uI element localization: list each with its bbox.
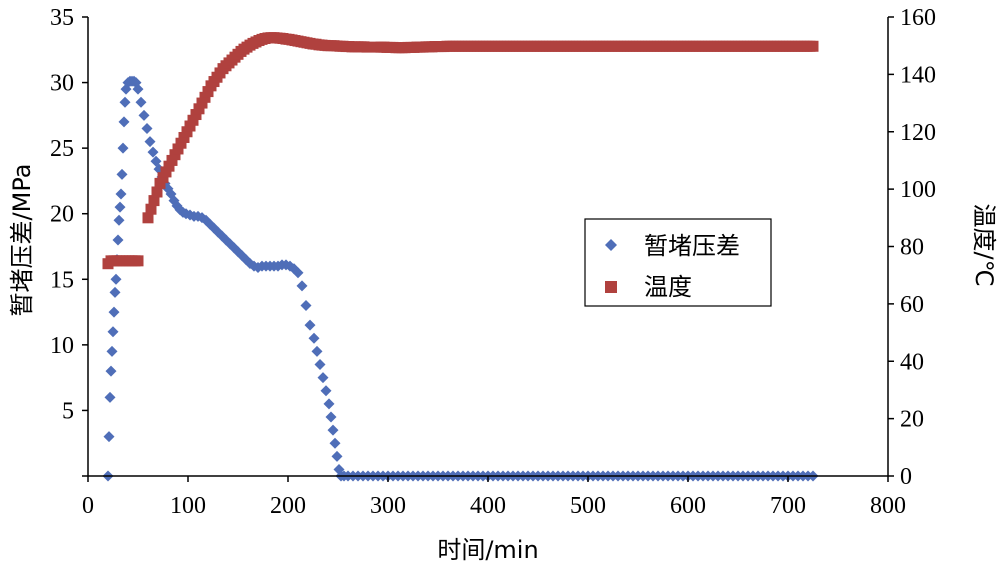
pressure-point [108, 306, 120, 318]
temperature-point [184, 120, 196, 132]
pressure-point [138, 109, 150, 121]
y2-tick-label: 160 [900, 5, 936, 31]
x-tick-label: 0 [82, 493, 94, 519]
temperature-point [154, 177, 166, 189]
y-tick-label: 25 [50, 136, 74, 162]
x-tick-label: 100 [170, 493, 206, 519]
temperature-point [187, 114, 199, 126]
y-tick-label: 20 [50, 202, 74, 228]
y-tick-label: 30 [50, 71, 74, 97]
pressure-point [147, 146, 159, 158]
y2-tick-label: 60 [900, 292, 924, 318]
legend-marker-temperature [605, 281, 617, 293]
temperature-point [361, 41, 373, 53]
pressure-series [102, 75, 819, 482]
y-tick-label: 5 [62, 398, 74, 424]
pressure-point [114, 201, 126, 213]
pressure-point [323, 398, 335, 410]
y2-tick-label: 100 [900, 177, 936, 203]
temperature-point [166, 154, 178, 166]
pressure-point [110, 273, 122, 285]
x-tick-label: 800 [870, 493, 906, 519]
tick-labels: 0 100 200 300 400 500 600 700 800 5 10 15 20 25 30 35 0 2… [50, 5, 936, 519]
temperature-point [132, 255, 144, 267]
temperature-point [172, 143, 184, 155]
pressure-point [314, 359, 326, 371]
pressure-point [311, 345, 323, 357]
x-tick-label: 400 [470, 493, 506, 519]
temperature-series [102, 32, 819, 270]
temperature-point [157, 172, 169, 184]
x-tick-label: 600 [670, 493, 706, 519]
legend-marker-pressure [605, 239, 617, 251]
y2-tick-label: 120 [900, 120, 936, 146]
legend-label-pressure: 暂堵压差 [644, 232, 740, 260]
pressure-point [296, 280, 308, 292]
y-axis-label: 暂堵压差/MPa [8, 164, 36, 317]
temperature-point [145, 203, 157, 215]
pressure-point [118, 116, 130, 128]
temperature-point [142, 212, 154, 224]
y2-tick-label: 0 [900, 464, 912, 490]
y-tick-label: 10 [50, 333, 74, 359]
pressure-point [113, 214, 125, 226]
pressure-point [119, 96, 131, 108]
temperature-point [151, 186, 163, 198]
legend-label-temperature: 温度 [644, 273, 692, 301]
pressure-point [116, 168, 128, 180]
temperature-point [148, 195, 160, 207]
pressure-point [109, 286, 121, 298]
temperature-point [196, 97, 208, 109]
x-tick-label: 700 [770, 493, 806, 519]
pressure-point [144, 136, 156, 148]
pressure-point [117, 142, 129, 154]
pressure-point [300, 300, 312, 312]
temperature-point [193, 103, 205, 115]
temperature-point [190, 109, 202, 121]
temperature-point [175, 137, 187, 149]
pressure-point [135, 96, 147, 108]
temperature-point [181, 126, 193, 138]
pressure-point [308, 332, 320, 344]
axes [82, 16, 894, 482]
y-tick-label: 15 [50, 267, 74, 293]
x-tick-label: 500 [570, 493, 606, 519]
y2-tick-label: 140 [900, 62, 936, 88]
temperature-point [807, 40, 819, 52]
pressure-point [112, 234, 124, 246]
pressure-point [104, 391, 116, 403]
y2-axis-label: 温度/℃ [970, 203, 998, 286]
pressure-point [327, 424, 339, 436]
pressure-point [115, 188, 127, 200]
temperature-point [202, 86, 214, 98]
temperature-point [169, 149, 181, 161]
y-tick-label: 35 [50, 5, 74, 31]
pressure-point [106, 345, 118, 357]
pressure-point [304, 319, 316, 331]
pressure-point [107, 326, 119, 338]
pressure-point [232, 246, 244, 258]
pressure-point [329, 437, 341, 449]
x-tick-label: 200 [270, 493, 306, 519]
pressure-point [103, 431, 115, 443]
pressure-point [132, 83, 144, 95]
pressure-point [320, 385, 332, 397]
pressure-point [292, 267, 304, 279]
pressure-point [141, 122, 153, 134]
legend: 暂堵压差 温度 [584, 218, 772, 307]
y2-tick-label: 80 [900, 235, 924, 261]
temperature-point [160, 166, 172, 178]
pressure-point [331, 450, 343, 462]
x-tick-label: 300 [370, 493, 406, 519]
pressure-point [105, 365, 117, 377]
y2-tick-label: 40 [900, 349, 924, 375]
pressure-point [317, 372, 329, 384]
temperature-point [178, 131, 190, 143]
x-axis-label: 时间/min [437, 536, 538, 564]
pressure-point [325, 411, 337, 423]
temperature-point [199, 91, 211, 103]
temperature-point [163, 160, 175, 172]
y2-tick-label: 20 [900, 407, 924, 433]
